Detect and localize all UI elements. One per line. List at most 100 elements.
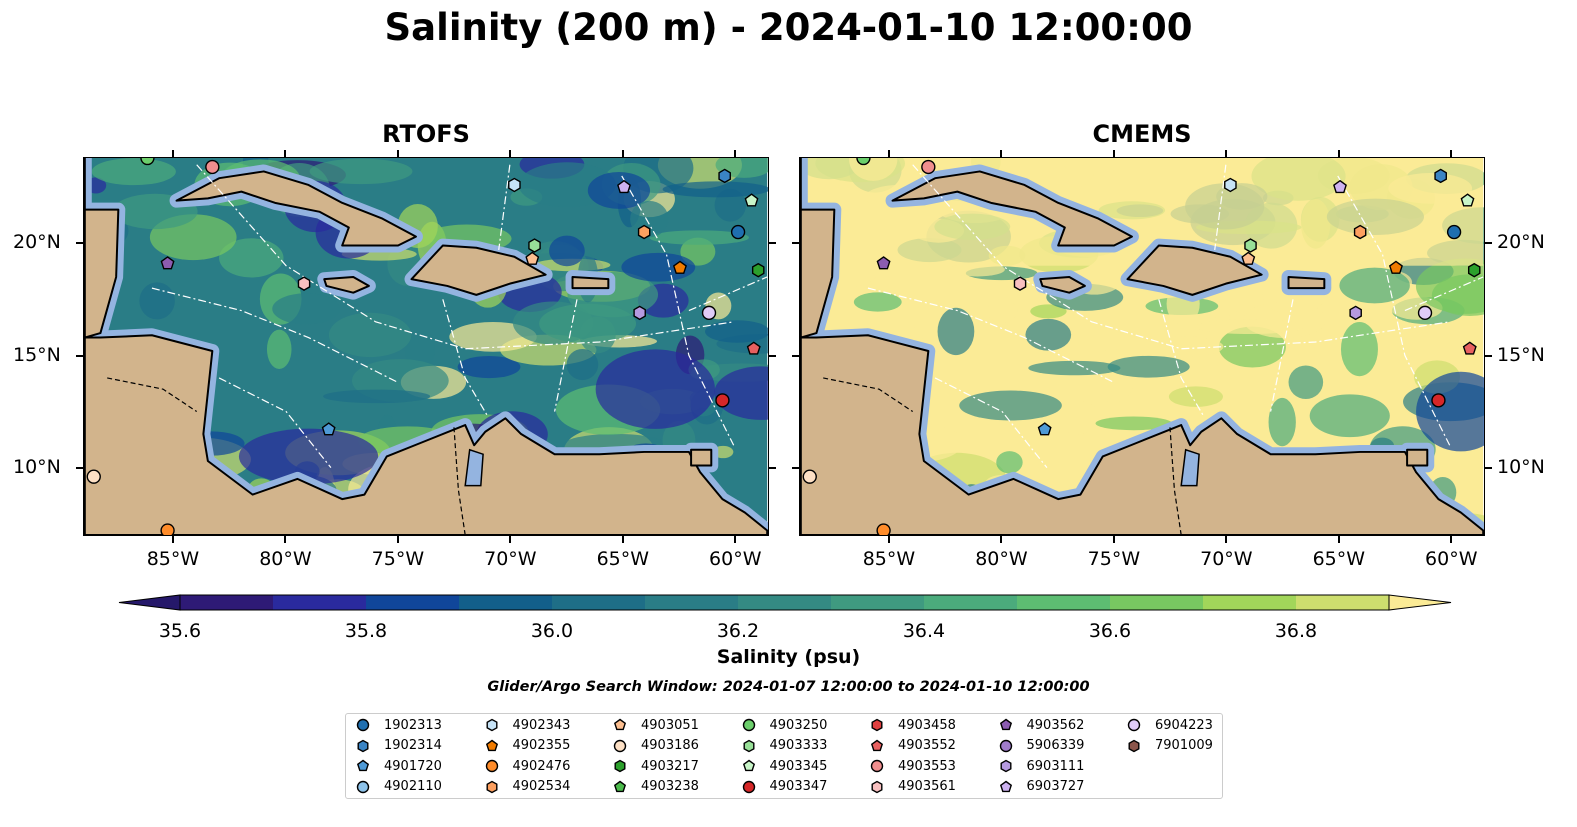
legend-marker-icon bbox=[870, 759, 884, 773]
panel-title-rtofs: RTOFS bbox=[382, 120, 470, 148]
eez-boundary bbox=[196, 164, 734, 350]
lon-tick-mark bbox=[1225, 150, 1228, 157]
high-salinity-region bbox=[800, 158, 1484, 266]
float-marker-4903552 bbox=[746, 341, 761, 355]
legend-item: 4903333 bbox=[742, 736, 827, 756]
legend-item: 4902110 bbox=[356, 777, 442, 797]
legend-item: 4903186 bbox=[613, 736, 699, 756]
lat-tick-label: 20°N bbox=[13, 230, 61, 253]
lon-tick-mark bbox=[1000, 150, 1003, 157]
float-marker-4903186 bbox=[613, 739, 627, 752]
legend-marker-icon bbox=[485, 759, 498, 773]
lon-tick-mark bbox=[734, 536, 737, 543]
eez-boundary bbox=[912, 164, 1450, 350]
lat-tick-label: 20°N bbox=[1497, 230, 1545, 253]
lat-tick-mark bbox=[1485, 467, 1492, 470]
lon-tick-label: 85°W bbox=[862, 548, 916, 570]
float-marker-4902355 bbox=[672, 260, 687, 274]
colorbar-outline bbox=[179, 594, 1390, 611]
float-marker-4903347 bbox=[742, 780, 755, 793]
legend-item: 1902313 bbox=[356, 715, 442, 735]
float-marker-4903458 bbox=[871, 718, 883, 732]
eez-boundary bbox=[621, 175, 735, 446]
float-marker-1902313 bbox=[730, 224, 746, 240]
eez-boundary bbox=[1270, 299, 1294, 412]
legend-label: 4902110 bbox=[384, 779, 442, 794]
land-hispaniola bbox=[410, 244, 547, 296]
float-marker-1902314 bbox=[718, 168, 731, 184]
float-marker-4903347 bbox=[1431, 393, 1446, 408]
salinity-eddy bbox=[1095, 416, 1173, 431]
float-marker-4903561 bbox=[871, 780, 883, 793]
legend-marker-icon bbox=[356, 759, 370, 772]
legend-item: 4903217 bbox=[613, 756, 699, 776]
legend-marker-icon bbox=[613, 739, 627, 752]
colorbar-bin bbox=[831, 595, 925, 610]
land-cuba bbox=[175, 170, 417, 247]
legend-label: 4902476 bbox=[512, 758, 571, 774]
salinity-eddy bbox=[987, 299, 1018, 323]
float-marker-4903217 bbox=[614, 759, 626, 773]
float-marker-4902534 bbox=[486, 780, 498, 793]
salinity-eddy bbox=[1340, 322, 1378, 377]
float-marker-4903552 bbox=[870, 739, 884, 751]
salinity-eddy bbox=[937, 307, 975, 356]
lat-tick-mark bbox=[1485, 241, 1492, 244]
eez-boundary bbox=[498, 164, 511, 251]
salinity-eddy bbox=[139, 282, 175, 320]
colorbar-bin bbox=[273, 595, 367, 610]
legend-marker-icon bbox=[742, 780, 755, 793]
float-marker-4901720 bbox=[356, 759, 370, 772]
figure-title: Salinity (200 m) - 2024-01-10 12:00:00 bbox=[384, 6, 1193, 49]
lon-tick-mark bbox=[887, 536, 890, 543]
lake-maracaibo bbox=[464, 448, 484, 487]
legend-item: 4903250 bbox=[742, 715, 828, 735]
float-marker-5906339 bbox=[999, 739, 1012, 752]
float-marker-4902476 bbox=[160, 523, 175, 535]
colorbar-bin bbox=[924, 595, 1018, 610]
land-cuba bbox=[891, 170, 1133, 247]
float-marker-6903727 bbox=[1333, 179, 1347, 194]
legend-label: 4903553 bbox=[898, 758, 956, 774]
legend-marker-icon bbox=[999, 739, 1012, 752]
legend-item: 7901009 bbox=[1127, 736, 1213, 756]
lat-tick-mark bbox=[769, 354, 776, 357]
colorbar-tick-label: 36.6 bbox=[1088, 620, 1132, 642]
map-panel-cmems bbox=[799, 157, 1485, 536]
float-marker-6903111 bbox=[1000, 759, 1012, 773]
country-border bbox=[823, 377, 914, 413]
colorbar-label: Salinity (psu) bbox=[716, 646, 861, 668]
legend-label: 4903458 bbox=[898, 717, 956, 733]
legend-label: 4903217 bbox=[641, 758, 699, 774]
legend-label: 4903562 bbox=[1026, 717, 1085, 733]
land-jamaica bbox=[1039, 275, 1086, 294]
legend-label: 6903727 bbox=[1026, 779, 1085, 794]
colorbar-bin bbox=[459, 595, 553, 610]
land-trinidad bbox=[1406, 448, 1429, 467]
float-marker-4903250 bbox=[742, 718, 755, 732]
legend-label: 5906339 bbox=[1026, 738, 1085, 753]
legend-item: 4903347 bbox=[742, 777, 827, 797]
lon-tick-label: 60°W bbox=[1425, 548, 1478, 570]
land-layer bbox=[800, 158, 1484, 535]
legend-item: 1902314 bbox=[356, 736, 442, 756]
eez-boundary bbox=[151, 287, 399, 383]
legend-item: 5906339 bbox=[999, 736, 1085, 756]
float-marker-4902343 bbox=[486, 718, 498, 732]
float-marker-4903345 bbox=[1460, 193, 1475, 207]
map-panel-rtofs bbox=[83, 157, 769, 536]
float-marker-1902313 bbox=[1446, 224, 1462, 240]
float-marker-4902343 bbox=[508, 177, 521, 193]
legend-label: 4903186 bbox=[641, 738, 699, 753]
float-marker-7901009 bbox=[1128, 739, 1140, 752]
lake-maracaibo bbox=[1180, 448, 1200, 487]
legend-label: 4903250 bbox=[769, 717, 828, 733]
lat-tick-mark bbox=[769, 241, 776, 244]
land-layer bbox=[84, 158, 768, 535]
legend-marker-icon bbox=[485, 739, 498, 751]
legend-item: 4903458 bbox=[870, 715, 956, 735]
float-legend: 1902313 1902314 4901720 4902110 4902343 49023… bbox=[345, 713, 1223, 799]
salinity-eddy bbox=[457, 355, 521, 379]
lat-tick-mark bbox=[76, 467, 83, 470]
